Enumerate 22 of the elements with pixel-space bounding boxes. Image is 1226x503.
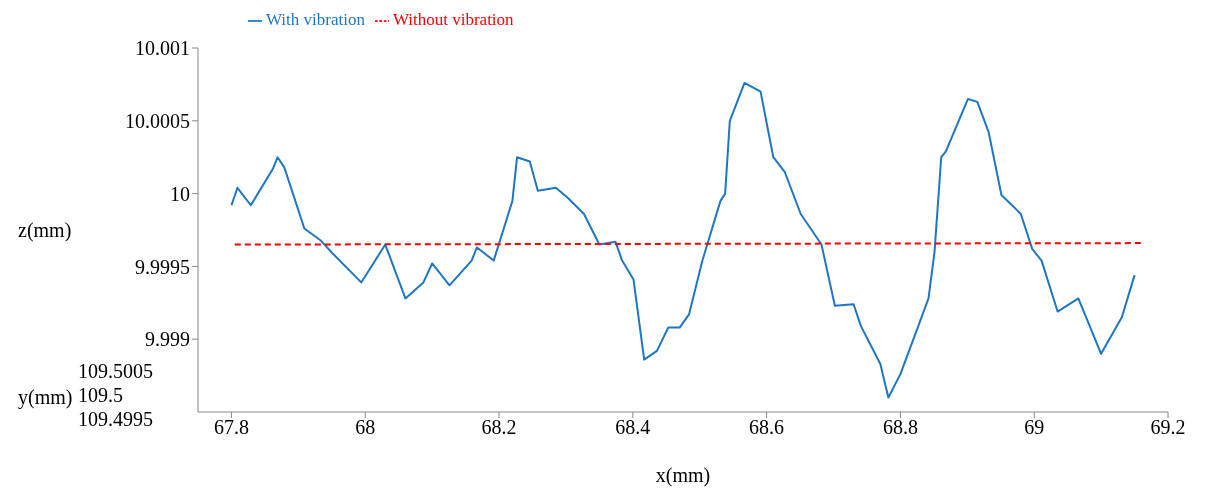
- x-tick-label: 68.6: [749, 416, 785, 439]
- x-tick-label: 67.8: [213, 416, 249, 439]
- x-tick-label: 68.4: [615, 416, 651, 439]
- y-tick-label: 10.001: [135, 37, 190, 60]
- y-tick-label: 10.0005: [125, 109, 190, 132]
- x-tick-label: 69: [1024, 416, 1045, 439]
- x-tick-label: 68.8: [882, 416, 918, 439]
- x-tick-label: 68: [355, 416, 376, 439]
- text: 109.5: [78, 384, 123, 406]
- legend-label: Without vibration: [392, 10, 514, 29]
- line-series: [230, 81, 1136, 399]
- x-tick-label: 68.2: [481, 416, 517, 439]
- x-axis-title: x(mm): [655, 464, 711, 487]
- text: 109.5005: [78, 360, 153, 382]
- y-tick-label: 9.999: [145, 328, 190, 351]
- legend-label: With vibration: [266, 10, 365, 29]
- y-tick-label: 10: [170, 182, 190, 205]
- x-tick-label: 69.2: [1150, 416, 1186, 439]
- text: 109.4995: [78, 408, 153, 430]
- text: y(mm): [18, 386, 73, 408]
- y-axis-title: z(mm): [18, 219, 72, 243]
- y-tick-label: 9.9995: [135, 255, 190, 278]
